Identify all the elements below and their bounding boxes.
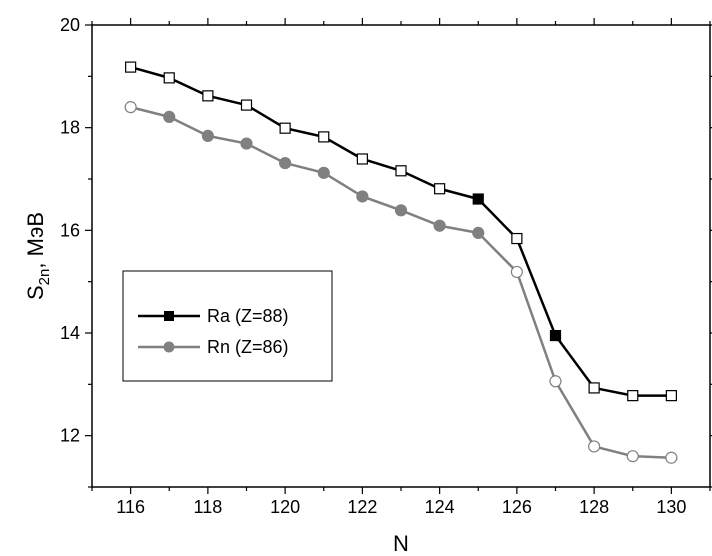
data-point-circle [549,375,562,388]
legend-box [122,270,333,382]
data-point-circle [279,156,292,170]
x-tick-label: 124 [425,497,455,517]
data-point-circle [665,451,678,464]
y-axis-title-subscript: 2n [36,269,53,286]
data-point-circle [317,166,330,179]
series-ra [125,61,677,402]
data-point-square [395,165,407,177]
x-tick-label: 116 [116,497,145,517]
data-point-square [125,61,137,73]
x-tick-label: 128 [579,497,609,517]
y-axis-title-unit: , МэВ [23,212,48,269]
data-point-circle [356,190,369,203]
data-point-circle [201,129,214,142]
x-axis-title: N [393,531,409,556]
legend-label-ra: Ra (Z=88) [207,306,289,326]
series-rn [124,101,678,464]
data-point-circle [626,450,639,463]
y-axis-title-main: S [23,285,48,300]
legend-marker-ra [164,311,174,321]
data-point-square [549,329,562,342]
x-tick-label: 122 [347,497,377,517]
data-point-square [627,390,639,402]
data-point-circle [163,110,176,123]
data-point-square [163,72,175,84]
y-tick-label: 16 [60,220,80,240]
data-point-circle [394,204,408,217]
data-point-square [665,390,677,402]
y-tick-labels: 12 14 16 18 20 [60,15,80,446]
data-point-square [588,382,600,394]
data-point-circle [472,226,485,239]
x-tick-labels: 116 118 120 122 124 126 128 130 [116,497,686,517]
y-tick-label: 20 [60,15,80,35]
data-point-circle [433,219,446,232]
data-point-circle [510,265,523,279]
data-point-square [472,193,484,205]
data-point-square [279,122,291,134]
y-tick-label: 12 [60,426,80,446]
data-point-square [511,232,523,245]
data-point-square [434,183,446,195]
x-tick-label: 118 [194,497,223,517]
legend: Ra (Z=88) Rn (Z=86) [122,270,333,382]
data-point-square [202,90,214,102]
series-layer [124,61,678,464]
y-axis-title: S2n, МэВ [23,212,53,300]
legend-label-rn: Rn (Z=86) [207,337,289,357]
data-point-circle [588,440,601,453]
y-tick-label: 18 [60,118,80,138]
data-point-square [240,99,253,111]
data-point-circle [124,101,137,114]
x-tick-label: 120 [270,497,300,517]
axis-ticks [85,18,712,494]
x-tick-label: 126 [502,497,532,517]
x-tick-label: 130 [656,497,686,517]
plot-frame [91,24,711,488]
data-point-square [318,131,330,143]
y-tick-label: 14 [60,323,80,343]
data-point-square [356,153,368,165]
data-point-circle [240,137,253,150]
legend-marker-rn [163,341,175,353]
